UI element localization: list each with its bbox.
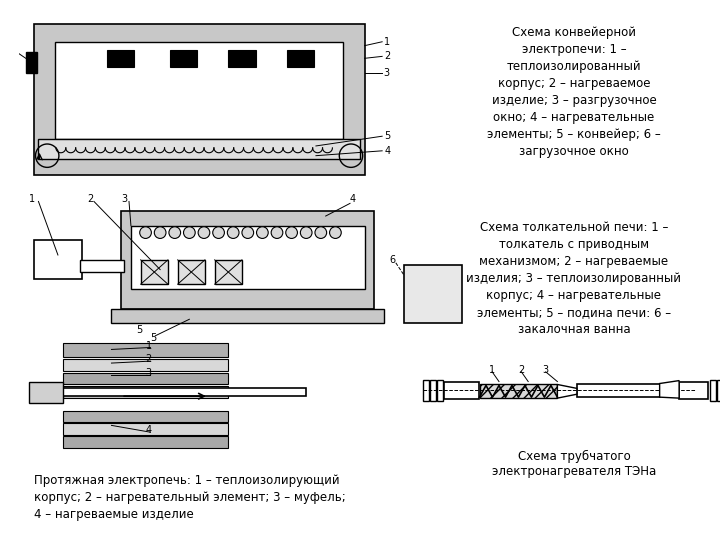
Bar: [423, 380, 429, 401]
Bar: [34, 24, 364, 175]
Circle shape: [271, 227, 283, 239]
Bar: [63, 411, 228, 422]
Bar: [26, 51, 37, 73]
Text: Схема толкательной печи: 1 –
толкатель с приводным
механизмом; 2 – нагреваемые
и: Схема толкательной печи: 1 – толкатель с…: [467, 221, 681, 336]
Bar: [112, 308, 384, 323]
Circle shape: [242, 227, 253, 239]
Text: 3: 3: [121, 193, 127, 204]
Bar: [29, 382, 63, 403]
Bar: [63, 436, 228, 448]
Bar: [34, 388, 306, 396]
Text: 6: 6: [389, 255, 395, 265]
Text: 5: 5: [384, 131, 390, 141]
Text: Протяжная электропечь: 1 – теплоизолирующий
корпус; 2 – нагревательный элемент; : Протяжная электропечь: 1 – теплоизолирую…: [34, 474, 346, 521]
Bar: [131, 226, 364, 289]
Bar: [81, 260, 124, 272]
Circle shape: [315, 227, 327, 239]
Text: 1: 1: [490, 365, 495, 375]
Circle shape: [212, 227, 225, 239]
Text: 2: 2: [518, 365, 525, 375]
Circle shape: [184, 227, 195, 239]
Bar: [55, 42, 343, 139]
Circle shape: [330, 227, 341, 239]
Bar: [63, 387, 228, 398]
Bar: [107, 50, 134, 67]
Bar: [0, 36, 10, 50]
Circle shape: [286, 227, 297, 239]
Polygon shape: [557, 384, 577, 398]
Text: 1: 1: [29, 193, 35, 204]
Text: 5: 5: [150, 333, 157, 343]
Text: 1: 1: [384, 37, 390, 47]
Circle shape: [169, 227, 181, 239]
Circle shape: [154, 227, 166, 239]
Text: Схема конвейерной
электропечи: 1 –
теплоизолированный
корпус; 2 – нагреваемое
из: Схема конвейерной электропечи: 1 – тепло…: [487, 26, 661, 158]
Circle shape: [300, 227, 312, 239]
Bar: [480, 384, 557, 398]
Bar: [404, 265, 462, 323]
Bar: [178, 260, 205, 284]
Bar: [121, 211, 374, 308]
Circle shape: [228, 227, 239, 239]
Bar: [717, 380, 720, 401]
Text: – 3: – 3: [377, 68, 390, 78]
Bar: [430, 380, 436, 401]
Text: Схема трубчатого
электронагревателя ТЭНа: Схема трубчатого электронагревателя ТЭНа: [492, 450, 656, 478]
Bar: [170, 50, 197, 67]
Text: 4: 4: [350, 193, 356, 204]
Circle shape: [140, 227, 151, 239]
Bar: [287, 50, 314, 67]
Text: 2: 2: [145, 354, 152, 364]
Bar: [63, 423, 228, 435]
Bar: [436, 380, 443, 401]
Bar: [140, 260, 168, 284]
Text: 4: 4: [384, 146, 390, 156]
Bar: [38, 139, 360, 159]
Bar: [679, 382, 708, 399]
Text: 2: 2: [384, 51, 390, 62]
Circle shape: [198, 227, 210, 239]
Bar: [63, 359, 228, 371]
Bar: [63, 373, 228, 384]
Bar: [215, 260, 242, 284]
Circle shape: [256, 227, 269, 239]
Text: 1: 1: [145, 341, 152, 350]
Text: 2: 2: [87, 193, 94, 204]
Bar: [228, 50, 256, 67]
Bar: [444, 382, 479, 399]
Text: 3: 3: [145, 368, 152, 378]
Bar: [34, 240, 82, 279]
Text: 5: 5: [136, 325, 142, 335]
Text: 4: 4: [145, 426, 152, 435]
Bar: [710, 380, 716, 401]
Polygon shape: [660, 381, 679, 398]
Text: 3: 3: [543, 365, 549, 375]
Bar: [63, 342, 228, 357]
Bar: [577, 383, 660, 397]
